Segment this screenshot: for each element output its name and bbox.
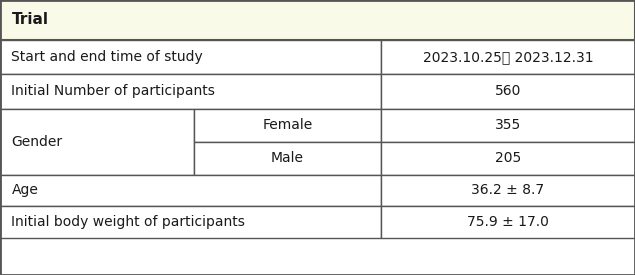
Bar [381, 74, 635, 109]
Text: Gender: Gender [11, 135, 63, 148]
Text: Start and end time of study: Start and end time of study [11, 50, 203, 64]
Text: Initial Number of participants: Initial Number of participants [11, 84, 215, 98]
Bar [381, 175, 635, 206]
Bar [381, 206, 635, 238]
Text: 2023.10.25～ 2023.12.31: 2023.10.25～ 2023.12.31 [423, 50, 593, 64]
Bar [381, 142, 635, 175]
Bar [381, 40, 635, 74]
Text: 355: 355 [495, 118, 521, 132]
Bar [194, 109, 381, 142]
Bar [0, 74, 381, 109]
Text: 205: 205 [495, 151, 521, 165]
Bar [0, 0, 635, 40]
Text: 560: 560 [495, 84, 521, 98]
Bar [0, 40, 381, 74]
Text: Female: Female [262, 118, 312, 132]
Bar [0, 206, 381, 238]
Bar [194, 142, 381, 175]
Bar [0, 175, 381, 206]
Text: Initial body weight of participants: Initial body weight of participants [11, 215, 245, 229]
Bar [381, 109, 635, 142]
Text: Male: Male [271, 151, 304, 165]
Text: 75.9 ± 17.0: 75.9 ± 17.0 [467, 215, 549, 229]
Text: Age: Age [11, 183, 38, 197]
Text: Trial: Trial [11, 12, 48, 28]
Bar [0, 109, 194, 175]
Text: 36.2 ± 8.7: 36.2 ± 8.7 [471, 183, 545, 197]
